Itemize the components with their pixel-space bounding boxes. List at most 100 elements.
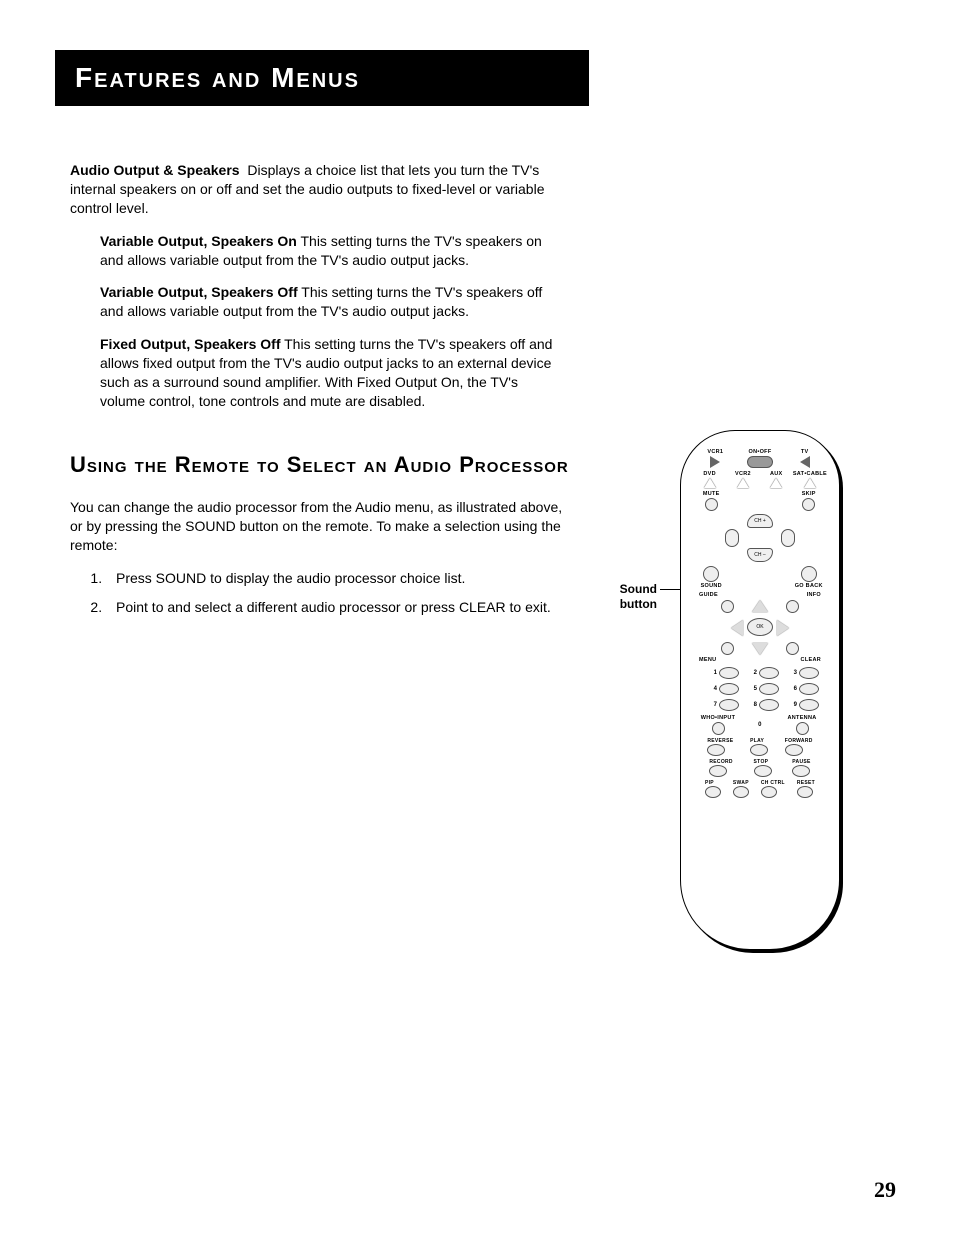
num-7-button	[719, 699, 739, 711]
audio-item-1: Variable Output, Speakers Off This setti…	[100, 283, 560, 321]
lbl-reverse: REVERSE	[707, 738, 733, 744]
swap-button	[733, 786, 749, 798]
num-1-button	[719, 667, 739, 679]
step-1: Press SOUND to display the audio process…	[106, 569, 570, 588]
lbl-info: INFO	[807, 592, 821, 598]
callout-sound-button: Sound button	[605, 582, 657, 612]
num-4: 4	[714, 686, 717, 692]
num-6: 6	[794, 686, 797, 692]
arrow-left-icon	[800, 456, 810, 468]
menu-button	[721, 642, 734, 655]
num-9-button	[799, 699, 819, 711]
pip-button	[705, 786, 721, 798]
channel-volume-cluster: CH + CH –	[725, 514, 795, 562]
record-button	[709, 765, 727, 777]
lbl-menu: MENU	[699, 657, 716, 663]
chctrl-button	[761, 786, 777, 798]
step-2: Point to and select a different audio pr…	[106, 598, 570, 617]
skip-button	[802, 498, 815, 511]
pause-button	[792, 765, 810, 777]
section-intro: You can change the audio processor from …	[70, 498, 570, 555]
num-5: 5	[754, 686, 757, 692]
lbl-swap: SWAP	[733, 780, 749, 786]
audio-item-0: Variable Output, Speakers On This settin…	[100, 232, 560, 270]
lbl-dvd: DVD	[703, 471, 716, 477]
arrow-down-icon	[752, 643, 768, 655]
stop-button	[754, 765, 772, 777]
lbl-pip: PIP	[705, 780, 714, 786]
lbl-vcr1: VCR1	[707, 449, 723, 455]
lbl-pause: PAUSE	[792, 759, 810, 765]
audio-output-intro: Audio Output & Speakers Displays a choic…	[70, 161, 570, 218]
ok-button: OK	[747, 618, 773, 636]
lbl-forward: FORWARD	[785, 738, 813, 744]
triangle-icon	[770, 478, 782, 488]
reset-button	[797, 786, 813, 798]
ch-up-button: CH +	[747, 514, 773, 528]
audio-output-lead: Audio Output & Speakers	[70, 162, 240, 178]
steps-list: Press SOUND to display the audio process…	[106, 569, 570, 617]
lbl-stop: STOP	[754, 759, 769, 765]
antenna-button	[796, 722, 809, 735]
lbl-skip: SKIP	[802, 491, 816, 497]
num-7: 7	[714, 702, 717, 708]
lbl-record: RECORD	[709, 759, 732, 765]
lbl-play: PLAY	[750, 738, 764, 744]
lbl-antenna: ANTENNA	[788, 715, 817, 721]
content-column: Audio Output & Speakers Displays a choic…	[70, 161, 570, 617]
lbl-clear: CLEAR	[801, 657, 821, 663]
banner-title: Features and Menus	[75, 62, 569, 94]
lbl-tv: TV	[801, 449, 809, 455]
vol-up-button	[781, 529, 795, 547]
audio-item-2: Fixed Output, Speakers Off This setting …	[100, 335, 560, 411]
triangle-icon	[737, 478, 749, 488]
arrow-up-icon	[752, 600, 768, 612]
play-button	[750, 744, 768, 756]
num-3: 3	[794, 670, 797, 676]
num-5-button	[759, 683, 779, 695]
lbl-aux: AUX	[770, 471, 783, 477]
lbl-vcr2: VCR2	[735, 471, 751, 477]
section-heading: Using the Remote to Select an Audio Proc…	[70, 451, 570, 479]
lbl-chctrl: CH CTRL	[761, 780, 785, 786]
num-1: 1	[714, 670, 717, 676]
forward-button	[785, 744, 803, 756]
info-button	[786, 600, 799, 613]
vol-down-button	[725, 529, 739, 547]
lbl-0: 0	[758, 722, 762, 728]
remote-body: VCR1 ON•OFF TV DVD VCR2 AUX SAT•CABLE MU…	[680, 430, 840, 950]
triangle-icon	[804, 478, 816, 488]
lbl-mute: MUTE	[703, 491, 720, 497]
triangle-icon	[704, 478, 716, 488]
num-9: 9	[794, 702, 797, 708]
whoinput-button	[712, 722, 725, 735]
page-banner: Features and Menus	[55, 50, 589, 106]
power-button	[747, 456, 773, 468]
num-2: 2	[754, 670, 757, 676]
arrow-left-icon	[731, 620, 743, 636]
goback-button	[801, 566, 817, 582]
clear-button	[786, 642, 799, 655]
ch-down-button: CH –	[747, 548, 773, 562]
guide-button	[721, 600, 734, 613]
num-8-button	[759, 699, 779, 711]
num-4-button	[719, 683, 739, 695]
arrow-right-icon	[710, 456, 720, 468]
lbl-goback: GO BACK	[795, 583, 823, 589]
dpad-cluster: OK	[715, 600, 805, 655]
sound-button	[703, 566, 719, 582]
audio-item-2-lead: Fixed Output, Speakers Off	[100, 336, 280, 352]
number-pad: 1 2 3 4 5 6 7 8 9	[701, 667, 819, 711]
lbl-satcable: SAT•CABLE	[793, 471, 827, 477]
page-number: 29	[874, 1177, 896, 1203]
mute-button	[705, 498, 718, 511]
audio-item-1-lead: Variable Output, Speakers Off	[100, 284, 298, 300]
reverse-button	[707, 744, 725, 756]
lbl-guide: GUIDE	[699, 592, 718, 598]
num-6-button	[799, 683, 819, 695]
audio-item-0-lead: Variable Output, Speakers On	[100, 233, 297, 249]
num-8: 8	[754, 702, 757, 708]
num-2-button	[759, 667, 779, 679]
num-3-button	[799, 667, 819, 679]
lbl-reset: RESET	[797, 780, 815, 786]
